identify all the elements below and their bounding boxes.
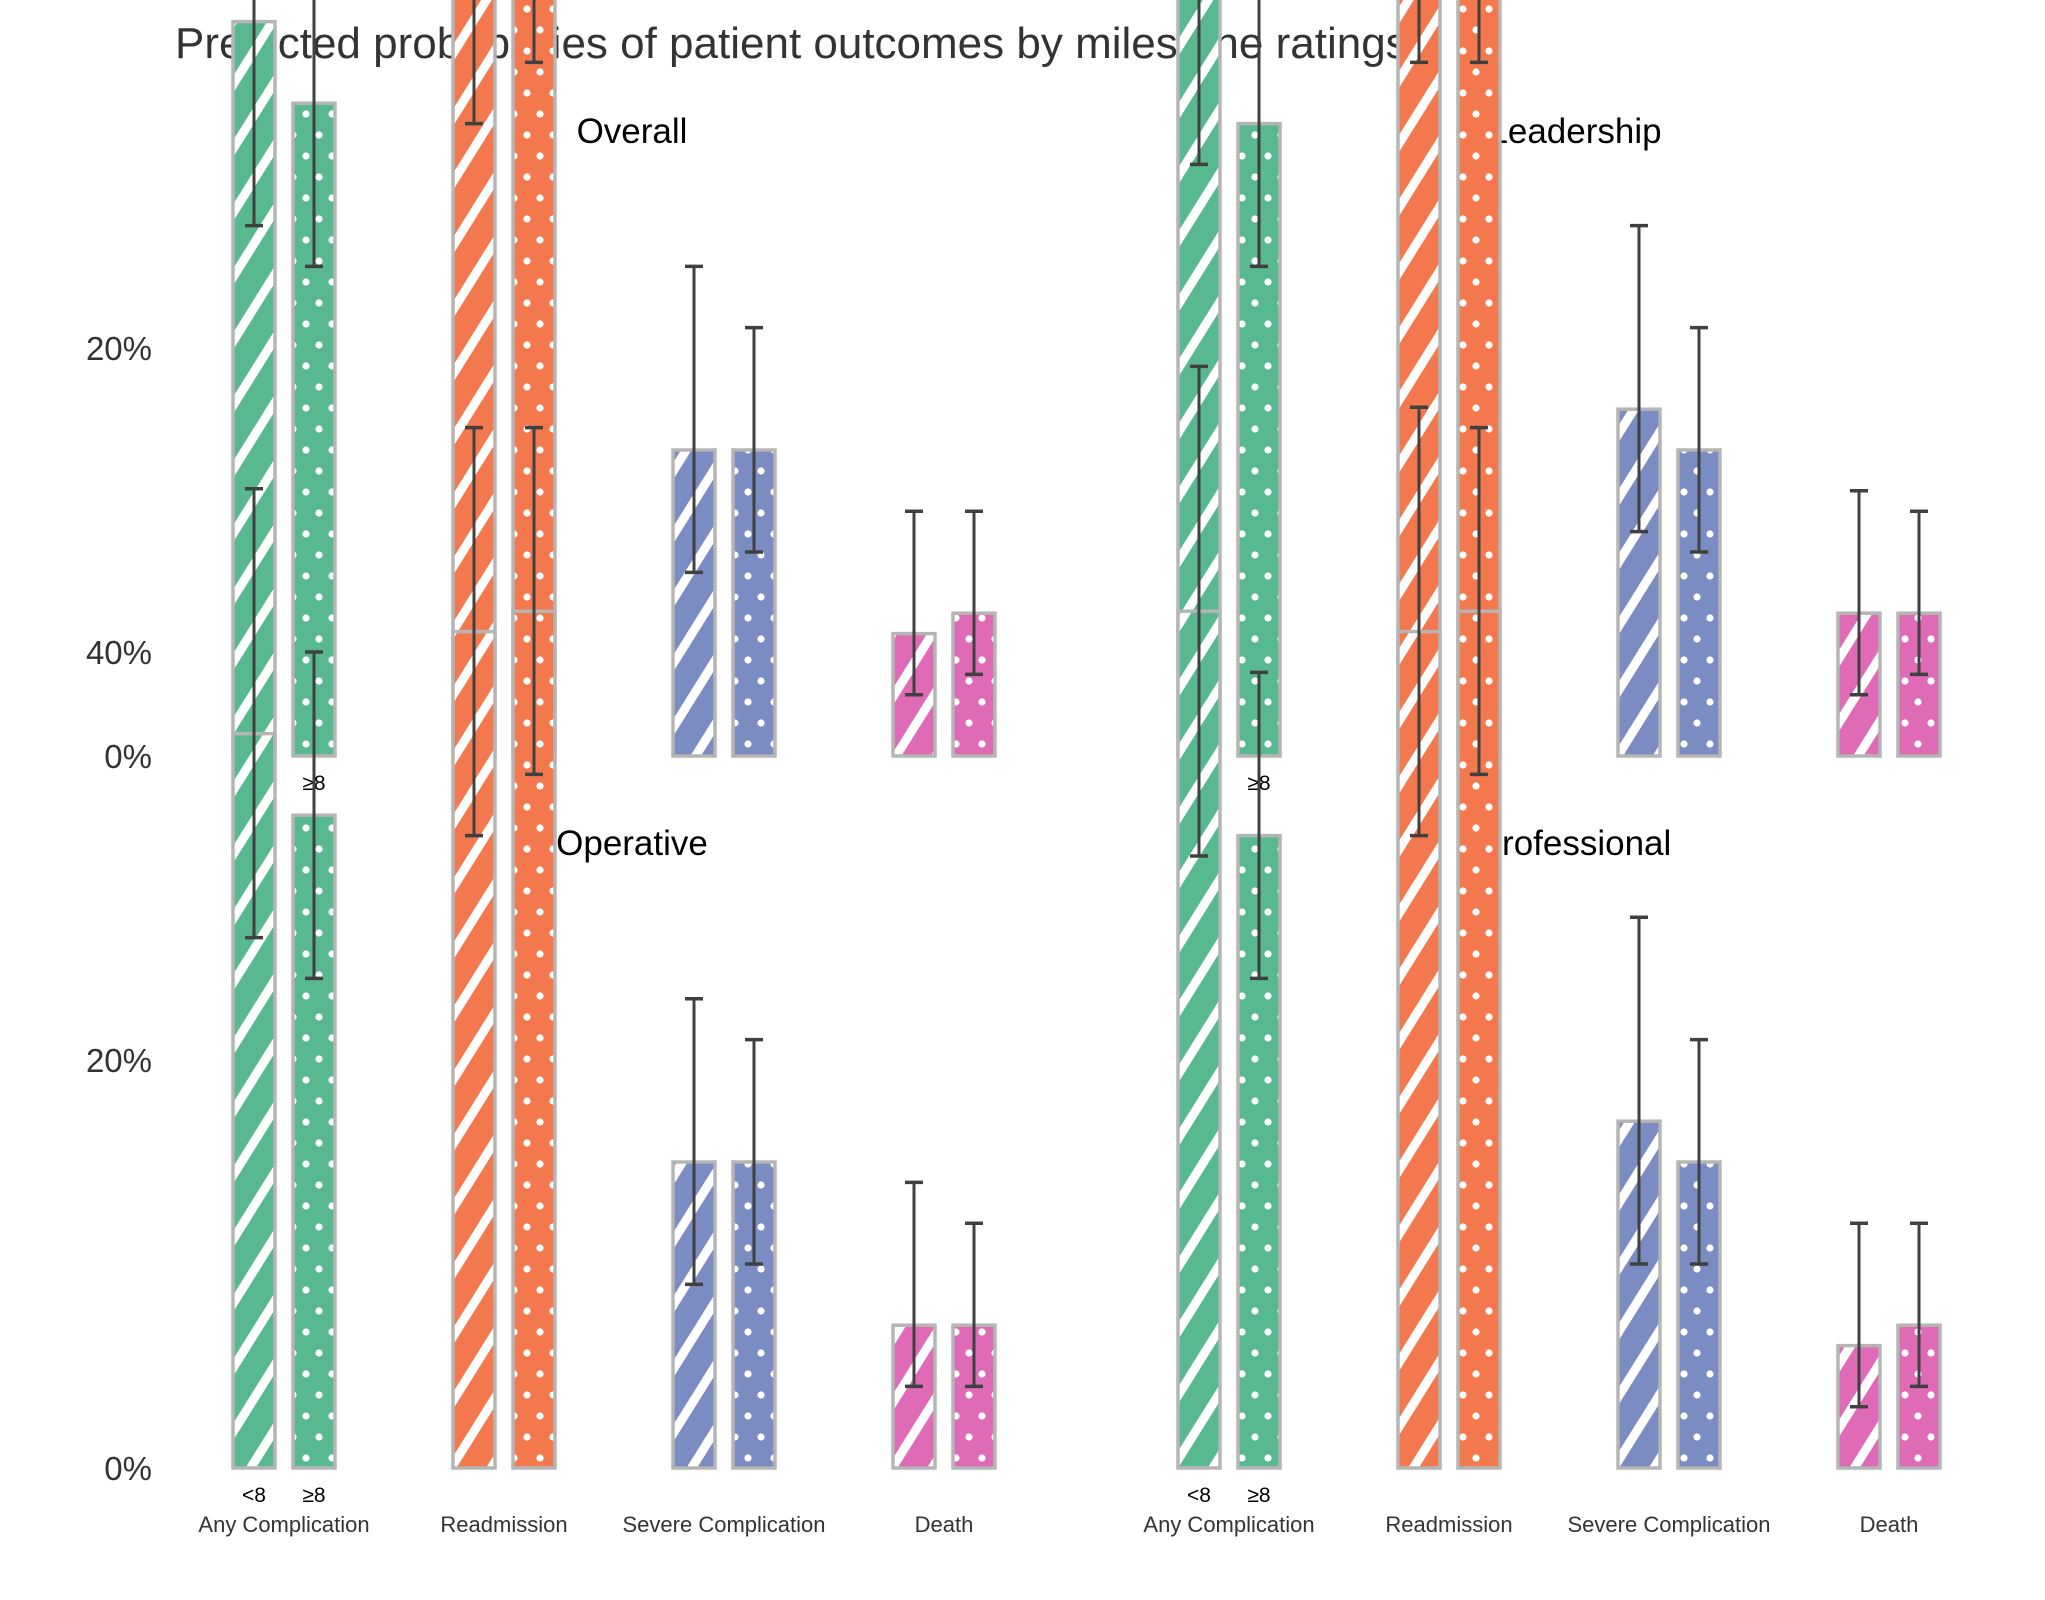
panel-title: Leadership [1488, 112, 1661, 151]
error-bar [1410, 405, 1428, 838]
group-label: <8 [242, 1484, 266, 1507]
y-tick-label: 20% [86, 1042, 152, 1079]
y-tick-label: 40% [86, 634, 152, 671]
group-label: <8 [1187, 1484, 1211, 1507]
error-bar [745, 325, 763, 554]
error-bar [245, 0, 263, 228]
group-label: ≥8 [302, 1484, 325, 1507]
x-tick-label: Severe Complication [623, 1512, 826, 1537]
x-tick-label: Readmission [440, 1512, 567, 1537]
x-tick-label: Death [915, 1512, 974, 1537]
x-tick-label: Severe Complication [1568, 1512, 1771, 1537]
error-bar [465, 0, 483, 126]
panel-leadership: Leadership<8≥8 [1176, 0, 1942, 795]
error-bar [525, 0, 543, 65]
panel-title: Overall [577, 112, 688, 151]
error-bar [1470, 0, 1488, 65]
error-bar [1850, 489, 1868, 697]
error-bar [1190, 364, 1208, 858]
error-bar [245, 487, 263, 940]
error-bar [1630, 915, 1648, 1266]
error-bar [305, 0, 323, 269]
group-label: ≥8 [1247, 1484, 1270, 1507]
error-bar [1470, 425, 1488, 777]
error-bar [1630, 223, 1648, 534]
error-bar [465, 425, 483, 838]
x-tick-label: Readmission [1385, 1512, 1512, 1537]
error-bar [1250, 0, 1268, 269]
error-bar [1690, 1037, 1708, 1266]
error-bar [905, 1180, 923, 1389]
y-tick-label: 20% [86, 330, 152, 367]
y-tick-label: 0% [104, 1450, 152, 1487]
error-bar [965, 1221, 983, 1389]
chart-title: Predicted probabilities of patient outco… [175, 19, 1408, 68]
panel-operative: Operative 0% 20% 40% <8 ≥8 Any Complication Rea… [86, 425, 997, 1537]
x-tick-label: Any Complication [198, 1512, 369, 1537]
error-bar [1410, 0, 1428, 65]
error-bar [1250, 670, 1268, 981]
error-bar [1910, 1221, 1928, 1389]
y-tick-label: 0% [104, 738, 152, 775]
error-bar [1850, 1221, 1868, 1409]
error-bar [685, 264, 703, 575]
error-bar [525, 425, 543, 777]
error-bar [305, 650, 323, 981]
error-bar [1190, 0, 1208, 167]
x-tick-label: Any Complication [1143, 1512, 1314, 1537]
error-bar [905, 509, 923, 697]
error-bar [745, 1037, 763, 1266]
panel-professional: Professional <8 ≥8 Any Complication Readmiss… [1143, 364, 1942, 1537]
error-bar [1690, 325, 1708, 554]
panel-title: Professional [1479, 824, 1672, 863]
panel-title: Operative [556, 824, 708, 863]
error-bar [1910, 509, 1928, 677]
x-tick-label: Death [1860, 1512, 1919, 1537]
bar-death-lt8 [891, 1323, 937, 1470]
error-bar [965, 509, 983, 677]
error-bar [685, 997, 703, 1287]
